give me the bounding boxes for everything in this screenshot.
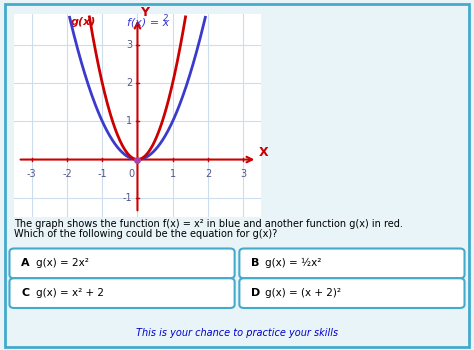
Text: The graph shows the function f(x) = x² in blue and another function g(x) in red.: The graph shows the function f(x) = x² i…: [14, 219, 403, 229]
Text: 1: 1: [170, 169, 176, 179]
Text: Which of the following could be the equation for g(x)?: Which of the following could be the equa…: [14, 229, 277, 239]
Text: g(x) = x² + 2: g(x) = x² + 2: [36, 288, 103, 298]
Text: C: C: [21, 288, 29, 298]
Text: g(x): g(x): [71, 18, 96, 28]
Text: f(x) = x: f(x) = x: [127, 18, 169, 28]
Text: g(x) = (x + 2)²: g(x) = (x + 2)²: [265, 288, 341, 298]
Text: 3: 3: [240, 169, 246, 179]
Text: X: X: [259, 147, 269, 160]
Text: This is your chance to practice your skills: This is your chance to practice your ski…: [136, 328, 338, 337]
Text: 2: 2: [126, 78, 132, 88]
Text: Y: Y: [140, 6, 149, 19]
Text: -1: -1: [123, 193, 132, 203]
Text: 2: 2: [163, 14, 168, 23]
Text: g(x) = 2x²: g(x) = 2x²: [36, 258, 89, 268]
Text: 2: 2: [205, 169, 211, 179]
Text: D: D: [251, 288, 261, 298]
Text: -1: -1: [98, 169, 107, 179]
Text: -3: -3: [27, 169, 36, 179]
Text: A: A: [21, 258, 30, 268]
Text: g(x) = ½x²: g(x) = ½x²: [265, 258, 322, 268]
Text: 1: 1: [126, 116, 132, 126]
Text: 3: 3: [126, 40, 132, 50]
Text: -2: -2: [62, 169, 72, 179]
Text: B: B: [251, 258, 260, 268]
Text: 0: 0: [128, 169, 134, 179]
